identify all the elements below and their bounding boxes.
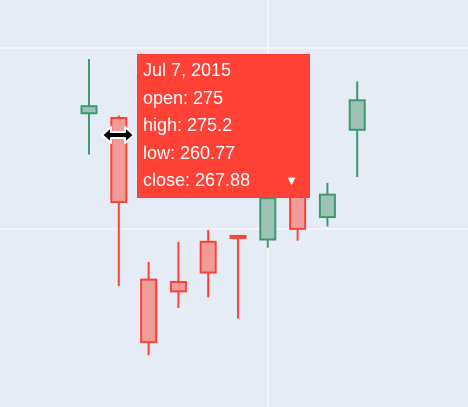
candle[interactable] xyxy=(140,261,158,356)
candle[interactable] xyxy=(199,230,217,298)
candle-body xyxy=(318,193,336,219)
tooltip-close: close: 267.88 xyxy=(143,170,251,190)
tooltip-low: low: 260.77 xyxy=(143,142,236,163)
tooltip-caret-icon: ▼ xyxy=(285,173,298,188)
candle-body xyxy=(348,99,366,131)
tooltip-high: high: 275.2 xyxy=(143,115,233,135)
candle[interactable] xyxy=(318,182,336,227)
candle-body xyxy=(229,234,247,239)
candle-body xyxy=(140,278,158,344)
candle[interactable] xyxy=(348,81,366,177)
candle-body xyxy=(80,105,98,115)
candle-body xyxy=(169,280,187,293)
resize-horizontal-cursor-icon xyxy=(101,126,135,144)
candle[interactable] xyxy=(80,58,98,155)
candle[interactable] xyxy=(169,241,187,308)
candle[interactable] xyxy=(229,234,247,319)
candle-body xyxy=(259,197,277,241)
tooltip-date: Jul 7, 2015 xyxy=(143,60,232,80)
tooltip-open: open: 275 xyxy=(143,87,224,108)
candles-layer xyxy=(80,58,366,356)
candle-body xyxy=(199,240,217,274)
candle[interactable] xyxy=(259,188,277,248)
candle-body xyxy=(289,193,307,230)
hover-tooltip: Jul 7, 2015 open: 275 high: 275.2 low: 2… xyxy=(137,54,310,198)
